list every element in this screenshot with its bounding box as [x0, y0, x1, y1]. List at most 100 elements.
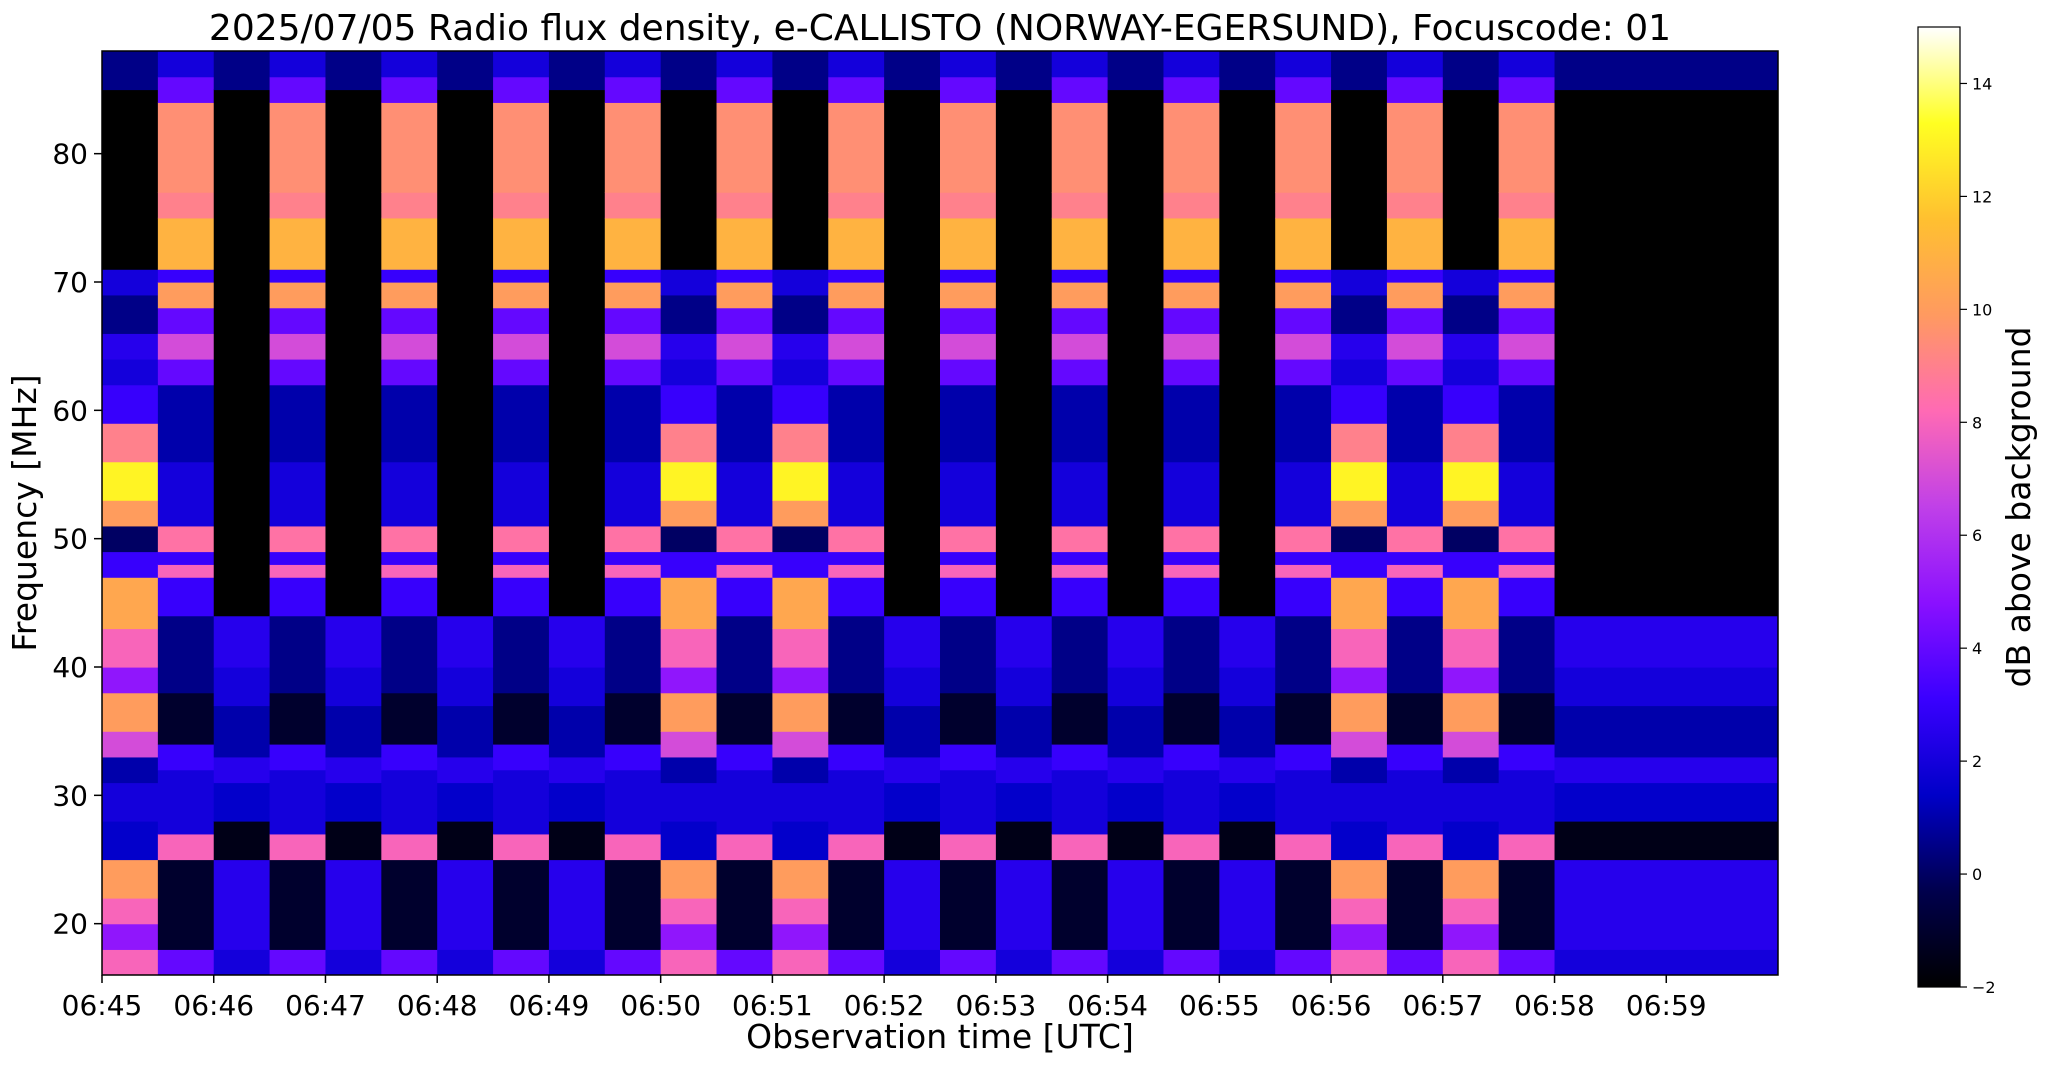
heatmap-cell — [1498, 577, 1556, 617]
heatmap-cell — [940, 51, 997, 78]
y-tick-label: 70 — [52, 266, 88, 299]
heatmap-cell — [102, 821, 159, 861]
colorbar-tick-label: 14 — [1972, 74, 1992, 93]
heatmap-cell — [1386, 461, 1444, 527]
heatmap-cell — [1442, 756, 1500, 784]
heatmap-cell — [269, 76, 327, 103]
heatmap-cell — [1331, 89, 1388, 270]
heatmap-cell — [1275, 859, 1332, 950]
heatmap-cell — [1331, 500, 1388, 527]
heatmap-cell — [1331, 333, 1388, 360]
heatmap-cell — [828, 525, 885, 553]
heatmap-cell — [1331, 898, 1388, 925]
heatmap-cell — [1498, 359, 1556, 386]
heatmap-cell — [102, 89, 159, 270]
heatmap-cell — [1331, 692, 1388, 732]
heatmap-cell — [716, 461, 773, 527]
heatmap-cell — [1498, 51, 1556, 78]
heatmap-cell — [1498, 102, 1556, 193]
heatmap-cell — [604, 359, 662, 386]
heatmap-cell — [828, 461, 885, 527]
x-axis-label: Observation time [UTC] — [746, 1017, 1134, 1056]
heatmap-cell — [1163, 76, 1220, 103]
heatmap-cell — [102, 333, 159, 360]
heatmap-cell — [995, 821, 1053, 861]
heatmap-cell — [772, 89, 829, 270]
heatmap-cell — [157, 859, 215, 950]
heatmap-cell — [102, 949, 159, 975]
heatmap-cell — [1275, 384, 1332, 463]
heatmap-cell — [1442, 333, 1500, 360]
heatmap-cell — [493, 307, 550, 334]
heatmap-cell — [1386, 51, 1444, 78]
heatmap-cell — [1051, 307, 1109, 334]
heatmap-cell — [604, 577, 662, 617]
heatmap-cell — [828, 551, 885, 565]
heatmap-cell — [1554, 615, 1778, 668]
heatmap-cell — [1554, 89, 1778, 617]
heatmap-cell — [493, 217, 550, 270]
heatmap-cell — [1051, 461, 1109, 527]
heatmap-cell — [157, 525, 215, 553]
heatmap-cell — [1442, 461, 1500, 501]
heatmap-cell — [772, 461, 829, 501]
heatmap-cell — [1442, 269, 1500, 296]
heatmap-cell — [940, 282, 997, 309]
heatmap-cell — [548, 667, 606, 707]
heatmap-cell — [1386, 525, 1444, 553]
heatmap-cell — [1331, 949, 1388, 975]
heatmap-cell — [1498, 269, 1556, 283]
plot-area — [102, 51, 1778, 975]
heatmap-cell — [381, 384, 438, 463]
heatmap-cell — [828, 333, 885, 360]
heatmap-cell — [940, 76, 997, 103]
heatmap-cell — [1331, 51, 1388, 91]
heatmap-cell — [940, 307, 997, 334]
heatmap-cell — [157, 269, 215, 283]
heatmap-cell — [772, 782, 829, 822]
heatmap-cell — [940, 833, 997, 861]
heatmap-cell — [102, 359, 159, 386]
heatmap-cell — [1442, 89, 1500, 270]
heatmap-cell — [604, 859, 662, 950]
heatmap-cell — [1275, 269, 1332, 283]
heatmap-cell — [995, 51, 1053, 91]
heatmap-cell — [772, 333, 829, 360]
heatmap-cell — [940, 744, 997, 771]
heatmap-cell — [604, 461, 662, 527]
heatmap-cell — [269, 102, 327, 193]
heatmap-cell — [1498, 692, 1556, 745]
y-tick-label: 80 — [52, 138, 88, 171]
heatmap-cell — [1275, 769, 1332, 835]
heatmap-cell — [1386, 744, 1444, 771]
heatmap-cell — [269, 269, 327, 283]
colorbar-label: dB above background — [1999, 327, 2038, 688]
heatmap-cell — [828, 744, 885, 771]
heatmap-cell — [157, 833, 215, 861]
heatmap-cell — [1275, 615, 1332, 694]
heatmap-cell — [269, 564, 327, 578]
heatmap-cell — [828, 307, 885, 334]
heatmap-cell — [828, 859, 885, 950]
heatmap-cell — [213, 705, 271, 758]
heatmap-cell — [1498, 307, 1556, 334]
heatmap-cell — [995, 89, 1053, 617]
heatmap-cell — [1051, 333, 1109, 360]
heatmap-cell — [1386, 577, 1444, 617]
heatmap-cell — [1442, 500, 1500, 527]
heatmap-cell — [1275, 192, 1332, 219]
heatmap-cell — [1051, 102, 1109, 193]
heatmap-cell — [1386, 949, 1444, 975]
heatmap-cell — [102, 756, 159, 784]
heatmap-cell — [381, 102, 438, 193]
heatmap-cell — [1051, 269, 1109, 283]
heatmap-cell — [1498, 333, 1556, 360]
heatmap-cell — [772, 525, 829, 553]
colorbar-tick-label: 12 — [1972, 187, 1992, 206]
heatmap-cell — [1331, 859, 1388, 899]
colorbar-tick-label: 8 — [1972, 413, 1982, 432]
heatmap-cell — [157, 744, 215, 771]
heatmap-cell — [1442, 949, 1500, 975]
heatmap-cell — [1498, 384, 1556, 463]
heatmap-cell — [437, 821, 494, 861]
